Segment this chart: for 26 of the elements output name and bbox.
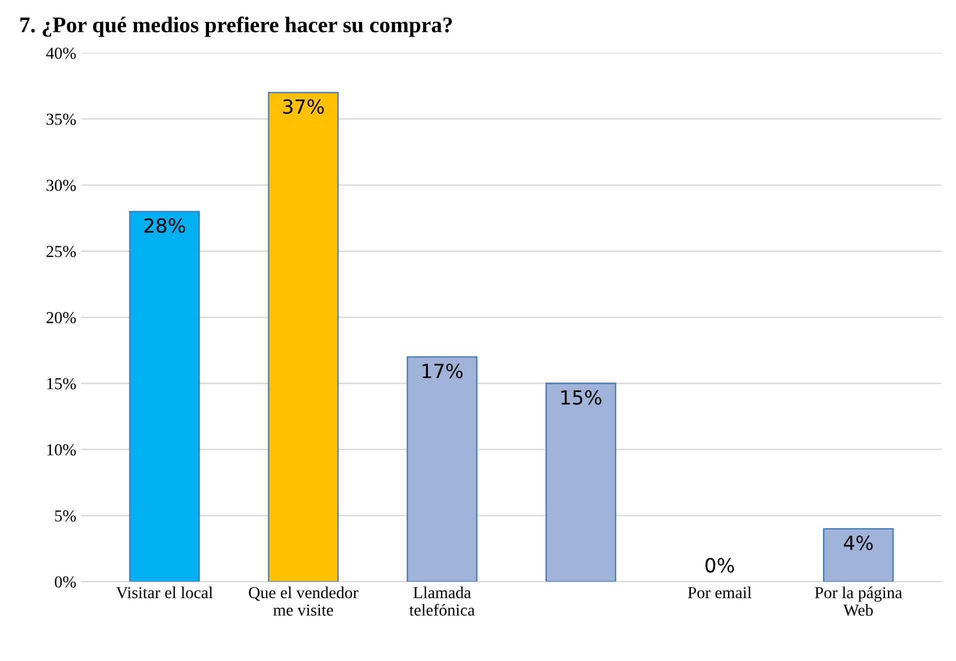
y-tick-label: 30% <box>46 180 76 192</box>
data-label: 37% <box>283 99 324 114</box>
y-tick-label: 15% <box>47 378 76 390</box>
bar <box>545 382 616 582</box>
x-tick-label: Por email <box>688 586 752 598</box>
y-tick-label: 20% <box>46 312 76 324</box>
y-tick-label: 35% <box>46 114 76 125</box>
y-tick-label: 5% <box>55 510 76 522</box>
x-tick-label: Llamada telefónica <box>409 586 475 616</box>
data-label: 4% <box>844 535 873 550</box>
chart-title: 7. ¿Por qué medios prefiere hacer su compra? <box>20 16 452 37</box>
bar <box>268 92 339 582</box>
bar <box>406 356 478 582</box>
x-tick-label: Por la página Web <box>814 586 902 616</box>
bar <box>129 210 200 582</box>
y-tick-label: 10% <box>47 444 76 456</box>
x-tick-label: Visitar el local <box>116 586 213 598</box>
x-tick-label: Que el vendedor me visite <box>248 586 358 616</box>
data-label: 15% <box>561 390 602 405</box>
data-label: 17% <box>422 364 463 378</box>
y-tick-label: 25% <box>46 246 76 258</box>
data-label: 0% <box>705 558 734 573</box>
y-tick-label: 0% <box>54 576 76 588</box>
bar <box>823 528 894 582</box>
data-label: 28% <box>144 218 186 233</box>
y-tick-label: 40% <box>46 48 76 59</box>
